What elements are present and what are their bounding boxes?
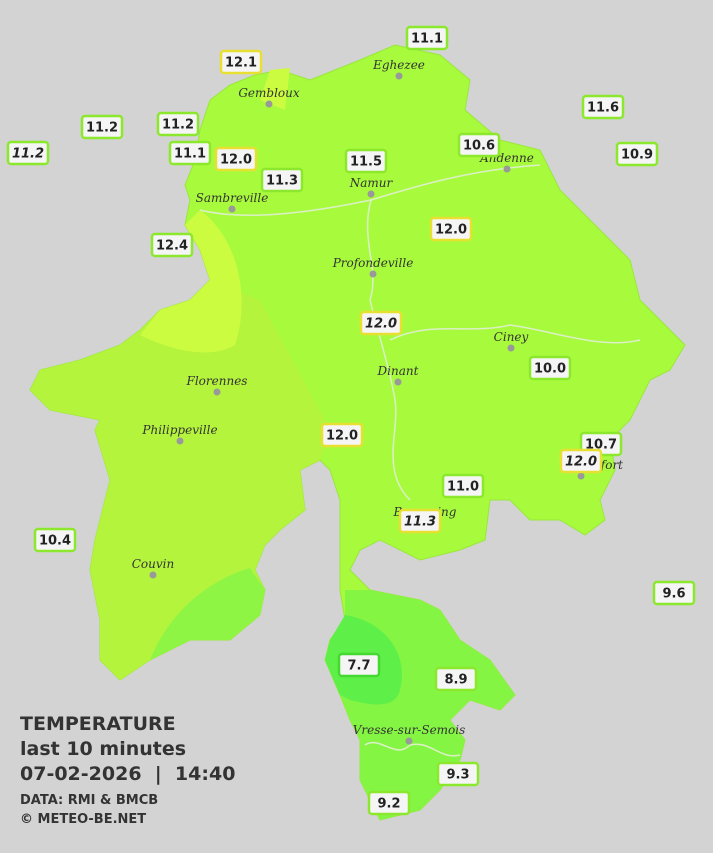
city-dot	[176, 437, 184, 445]
city-dot	[213, 388, 221, 396]
city-label: Ciney	[494, 330, 529, 344]
station-value: 11.3	[266, 174, 298, 189]
station-value: 7.7	[347, 659, 370, 674]
station-box	[320, 422, 364, 448]
city-dot	[367, 190, 375, 198]
station-value: 10.6	[463, 139, 495, 154]
city-dot	[507, 344, 515, 352]
station-value: 11.2	[162, 118, 194, 133]
zone-warm-north	[260, 68, 290, 110]
station-value: 12.0	[435, 223, 467, 238]
legend-title: TEMPERATURE	[20, 713, 176, 735]
city-label: Namur	[349, 176, 394, 190]
city-label: Gembloux	[238, 86, 300, 100]
station-box	[6, 140, 50, 166]
station-box	[434, 666, 478, 692]
legend-datetime: 07-02-2026 | 14:40	[20, 763, 235, 785]
station-value: 9.6	[662, 587, 685, 602]
city-label: Philippeville	[141, 423, 217, 437]
station-value: 11.3	[404, 515, 436, 530]
station-box	[441, 473, 485, 499]
legend-source: DATA: RMI & BMCB	[20, 793, 158, 808]
station-box	[214, 146, 258, 172]
station-value: 11.2	[86, 121, 118, 136]
station-value: 11.0	[447, 480, 479, 495]
city-label: Profondeville	[332, 256, 414, 270]
city-dot	[149, 571, 157, 579]
station-value: 12.0	[365, 317, 397, 332]
station-value: 12.1	[225, 56, 257, 71]
station-box	[344, 148, 388, 174]
city-label: Sambreville	[196, 191, 269, 205]
station-value: 10.0	[534, 362, 566, 377]
station-value: 11.5	[350, 155, 382, 170]
legend-period: last 10 minutes	[20, 738, 186, 760]
station-value: 10.4	[39, 534, 71, 549]
city-dot	[395, 72, 403, 80]
station-box	[150, 232, 194, 258]
station-box	[457, 132, 501, 158]
city-dot	[369, 270, 377, 278]
station-box	[33, 527, 77, 553]
station-value: 11.2	[12, 147, 44, 162]
station-box	[219, 49, 263, 75]
river-meuse	[199, 164, 541, 501]
station-value: 9.2	[377, 797, 400, 812]
city-dot	[394, 378, 402, 386]
station-box	[559, 448, 603, 474]
station-value: 11.1	[411, 32, 443, 47]
station-box	[528, 355, 572, 381]
zone-cool-west	[150, 568, 265, 660]
city-label: Florennes	[186, 374, 248, 388]
station-box	[652, 580, 696, 606]
station-box	[398, 508, 442, 534]
station-box	[615, 141, 659, 167]
city-label: Eghezee	[372, 58, 425, 72]
station-value: 11.6	[587, 101, 619, 116]
station-box	[367, 790, 411, 816]
city-dot	[265, 100, 273, 108]
zone-warm	[140, 210, 242, 353]
station-box	[405, 25, 449, 51]
station-box	[168, 140, 212, 166]
station-value: 12.4	[156, 239, 188, 254]
river-lesse	[389, 324, 641, 344]
station-box	[436, 761, 480, 787]
city-dot	[577, 472, 585, 480]
station-box	[260, 167, 304, 193]
station-value: 12.0	[565, 455, 597, 470]
station-box	[337, 652, 381, 678]
station-box	[359, 310, 403, 336]
station-box	[581, 94, 625, 120]
station-box	[80, 114, 124, 140]
station-box	[156, 111, 200, 137]
city-label: Dinant	[377, 364, 419, 378]
city-label: Vresse-sur-Semois	[353, 723, 466, 737]
station-value: 8.9	[444, 673, 467, 688]
station-value: 12.0	[220, 153, 252, 168]
city-label: Couvin	[132, 557, 174, 571]
station-value: 11.1	[174, 147, 206, 162]
city-dot	[405, 737, 413, 745]
station-box	[429, 216, 473, 242]
river-semois	[364, 741, 461, 757]
station-value: 9.3	[446, 768, 469, 783]
station-value: 12.0	[326, 429, 358, 444]
station-value: 10.9	[621, 148, 653, 163]
legend-credit: © METEO-BE.NET	[20, 812, 146, 827]
city-dot	[503, 165, 511, 173]
city-dot	[228, 205, 236, 213]
